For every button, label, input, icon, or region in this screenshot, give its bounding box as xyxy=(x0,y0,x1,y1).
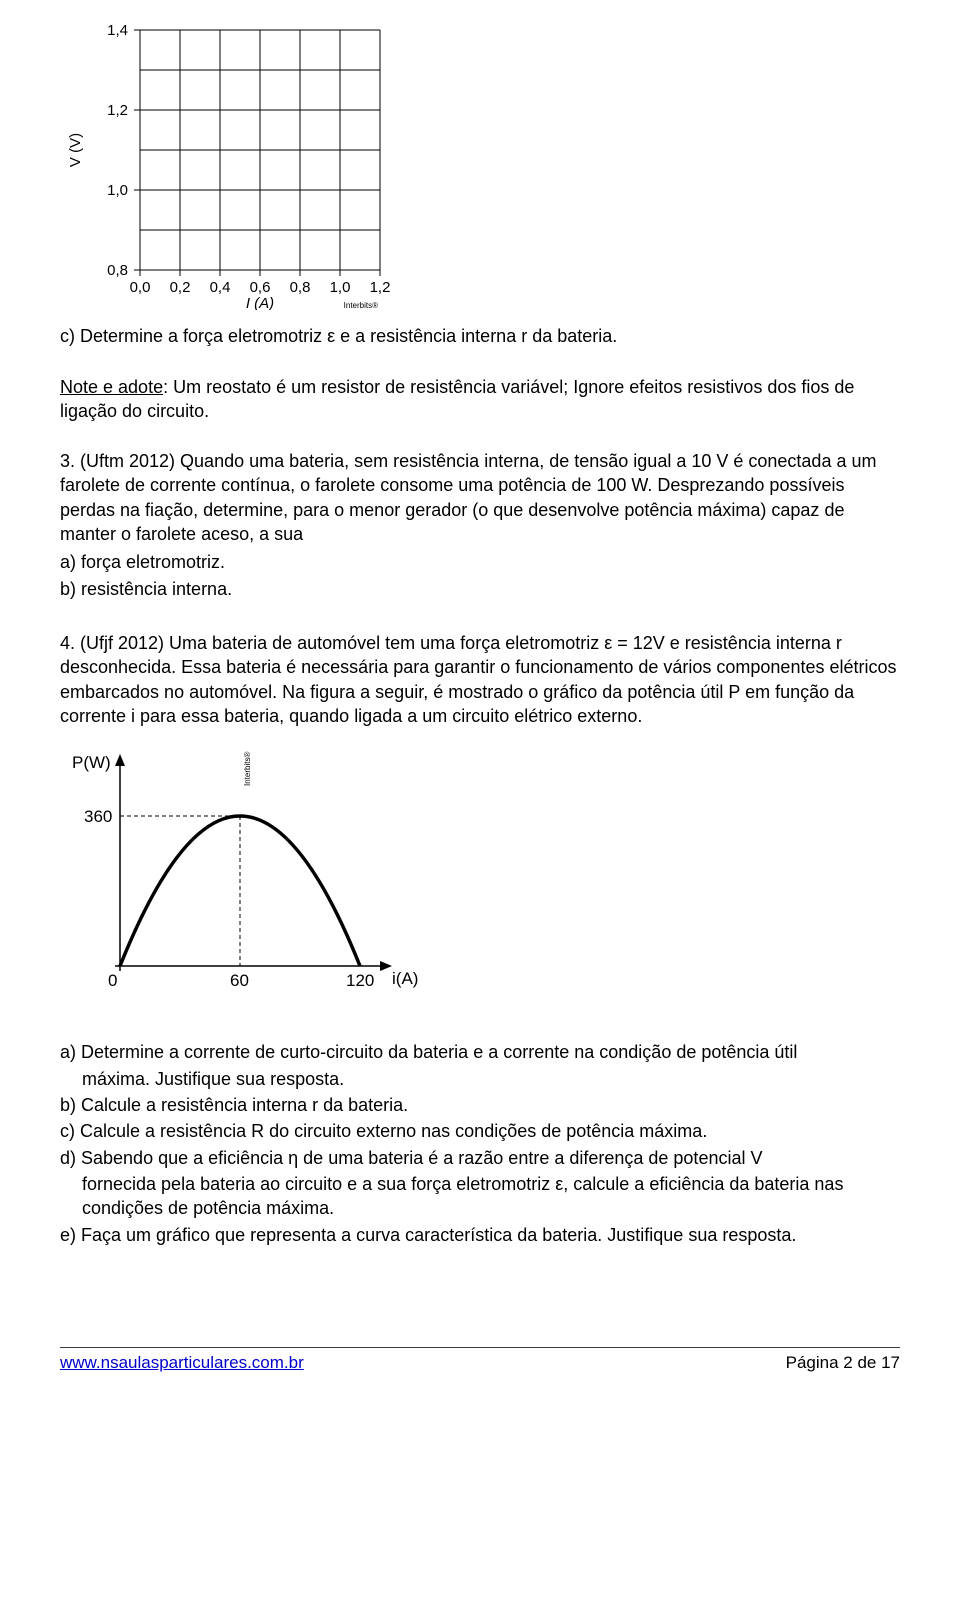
q4-c: c) Calcule a resistência R do circuito e… xyxy=(60,1119,900,1143)
note-label: Note e adote xyxy=(60,377,163,397)
svg-text:0,2: 0,2 xyxy=(170,279,191,296)
svg-text:I (A): I (A) xyxy=(246,295,274,310)
svg-text:0: 0 xyxy=(108,971,117,990)
q4-b: b) Calcule a resistência interna r da ba… xyxy=(60,1093,900,1117)
q4-d-line2: fornecida pela bateria ao circuito e a s… xyxy=(60,1172,900,1221)
svg-text:Interbits®: Interbits® xyxy=(243,752,252,786)
svg-text:1,2: 1,2 xyxy=(370,279,391,296)
q4-a-line1: a) Determine a corrente de curto-circuit… xyxy=(60,1040,900,1064)
svg-text:P(W): P(W) xyxy=(72,753,111,772)
svg-text:60: 60 xyxy=(230,971,249,990)
svg-text:i(A): i(A) xyxy=(392,969,418,988)
question-3: 3. (Uftm 2012) Quando uma bateria, sem r… xyxy=(60,449,900,601)
question-4: 4. (Ufjf 2012) Uma bateria de automóvel … xyxy=(60,631,900,1247)
power-chart-svg: P(W) i(A) 360 0 60 120 Interbits® xyxy=(60,746,420,1006)
grid-chart-svg: 1,4 1,2 1,0 0,8 0,0 0,2 0,4 0,6 0,8 1,0 … xyxy=(60,20,420,310)
svg-text:0,4: 0,4 xyxy=(210,279,231,296)
page-footer: www.nsaulasparticulares.com.br Página 2 … xyxy=(60,1347,900,1375)
note-text: Note e adote: Um reostato é um resistor … xyxy=(60,375,900,424)
q4-a-line2: máxima. Justifique sua resposta. xyxy=(60,1067,900,1091)
q4-d-line1: d) Sabendo que a eficiência η de uma bat… xyxy=(60,1146,900,1170)
svg-text:1,0: 1,0 xyxy=(107,182,128,199)
svg-text:0,8: 0,8 xyxy=(290,279,311,296)
note-body: : Um reostato é um resistor de resistênc… xyxy=(60,377,854,421)
svg-text:1,2: 1,2 xyxy=(107,102,128,119)
q3-a: a) força eletromotriz. xyxy=(60,550,900,574)
q4-e: e) Faça um gráfico que representa a curv… xyxy=(60,1223,900,1247)
q3-text: 3. (Uftm 2012) Quando uma bateria, sem r… xyxy=(60,449,900,546)
q4-text: 4. (Ufjf 2012) Uma bateria de automóvel … xyxy=(60,631,900,728)
q3-b: b) resistência interna. xyxy=(60,577,900,601)
footer-link[interactable]: www.nsaulasparticulares.com.br xyxy=(60,1352,304,1375)
item-c-text: c) Determine a força eletromotriz ε e a … xyxy=(60,324,900,348)
svg-text:360: 360 xyxy=(84,807,112,826)
svg-text:120: 120 xyxy=(346,971,374,990)
svg-text:V (V): V (V) xyxy=(67,133,84,167)
svg-text:0,0: 0,0 xyxy=(130,279,151,296)
voltage-current-grid: 1,4 1,2 1,0 0,8 0,0 0,2 0,4 0,6 0,8 1,0 … xyxy=(60,20,900,316)
footer-page: Página 2 de 17 xyxy=(786,1352,900,1375)
svg-text:0,8: 0,8 xyxy=(107,262,128,279)
power-curve-chart: P(W) i(A) 360 0 60 120 Interbits® xyxy=(60,746,900,1012)
svg-text:0,6: 0,6 xyxy=(250,279,271,296)
svg-text:Interbits®: Interbits® xyxy=(344,301,378,310)
svg-text:1,4: 1,4 xyxy=(107,22,128,39)
svg-text:1,0: 1,0 xyxy=(330,279,351,296)
